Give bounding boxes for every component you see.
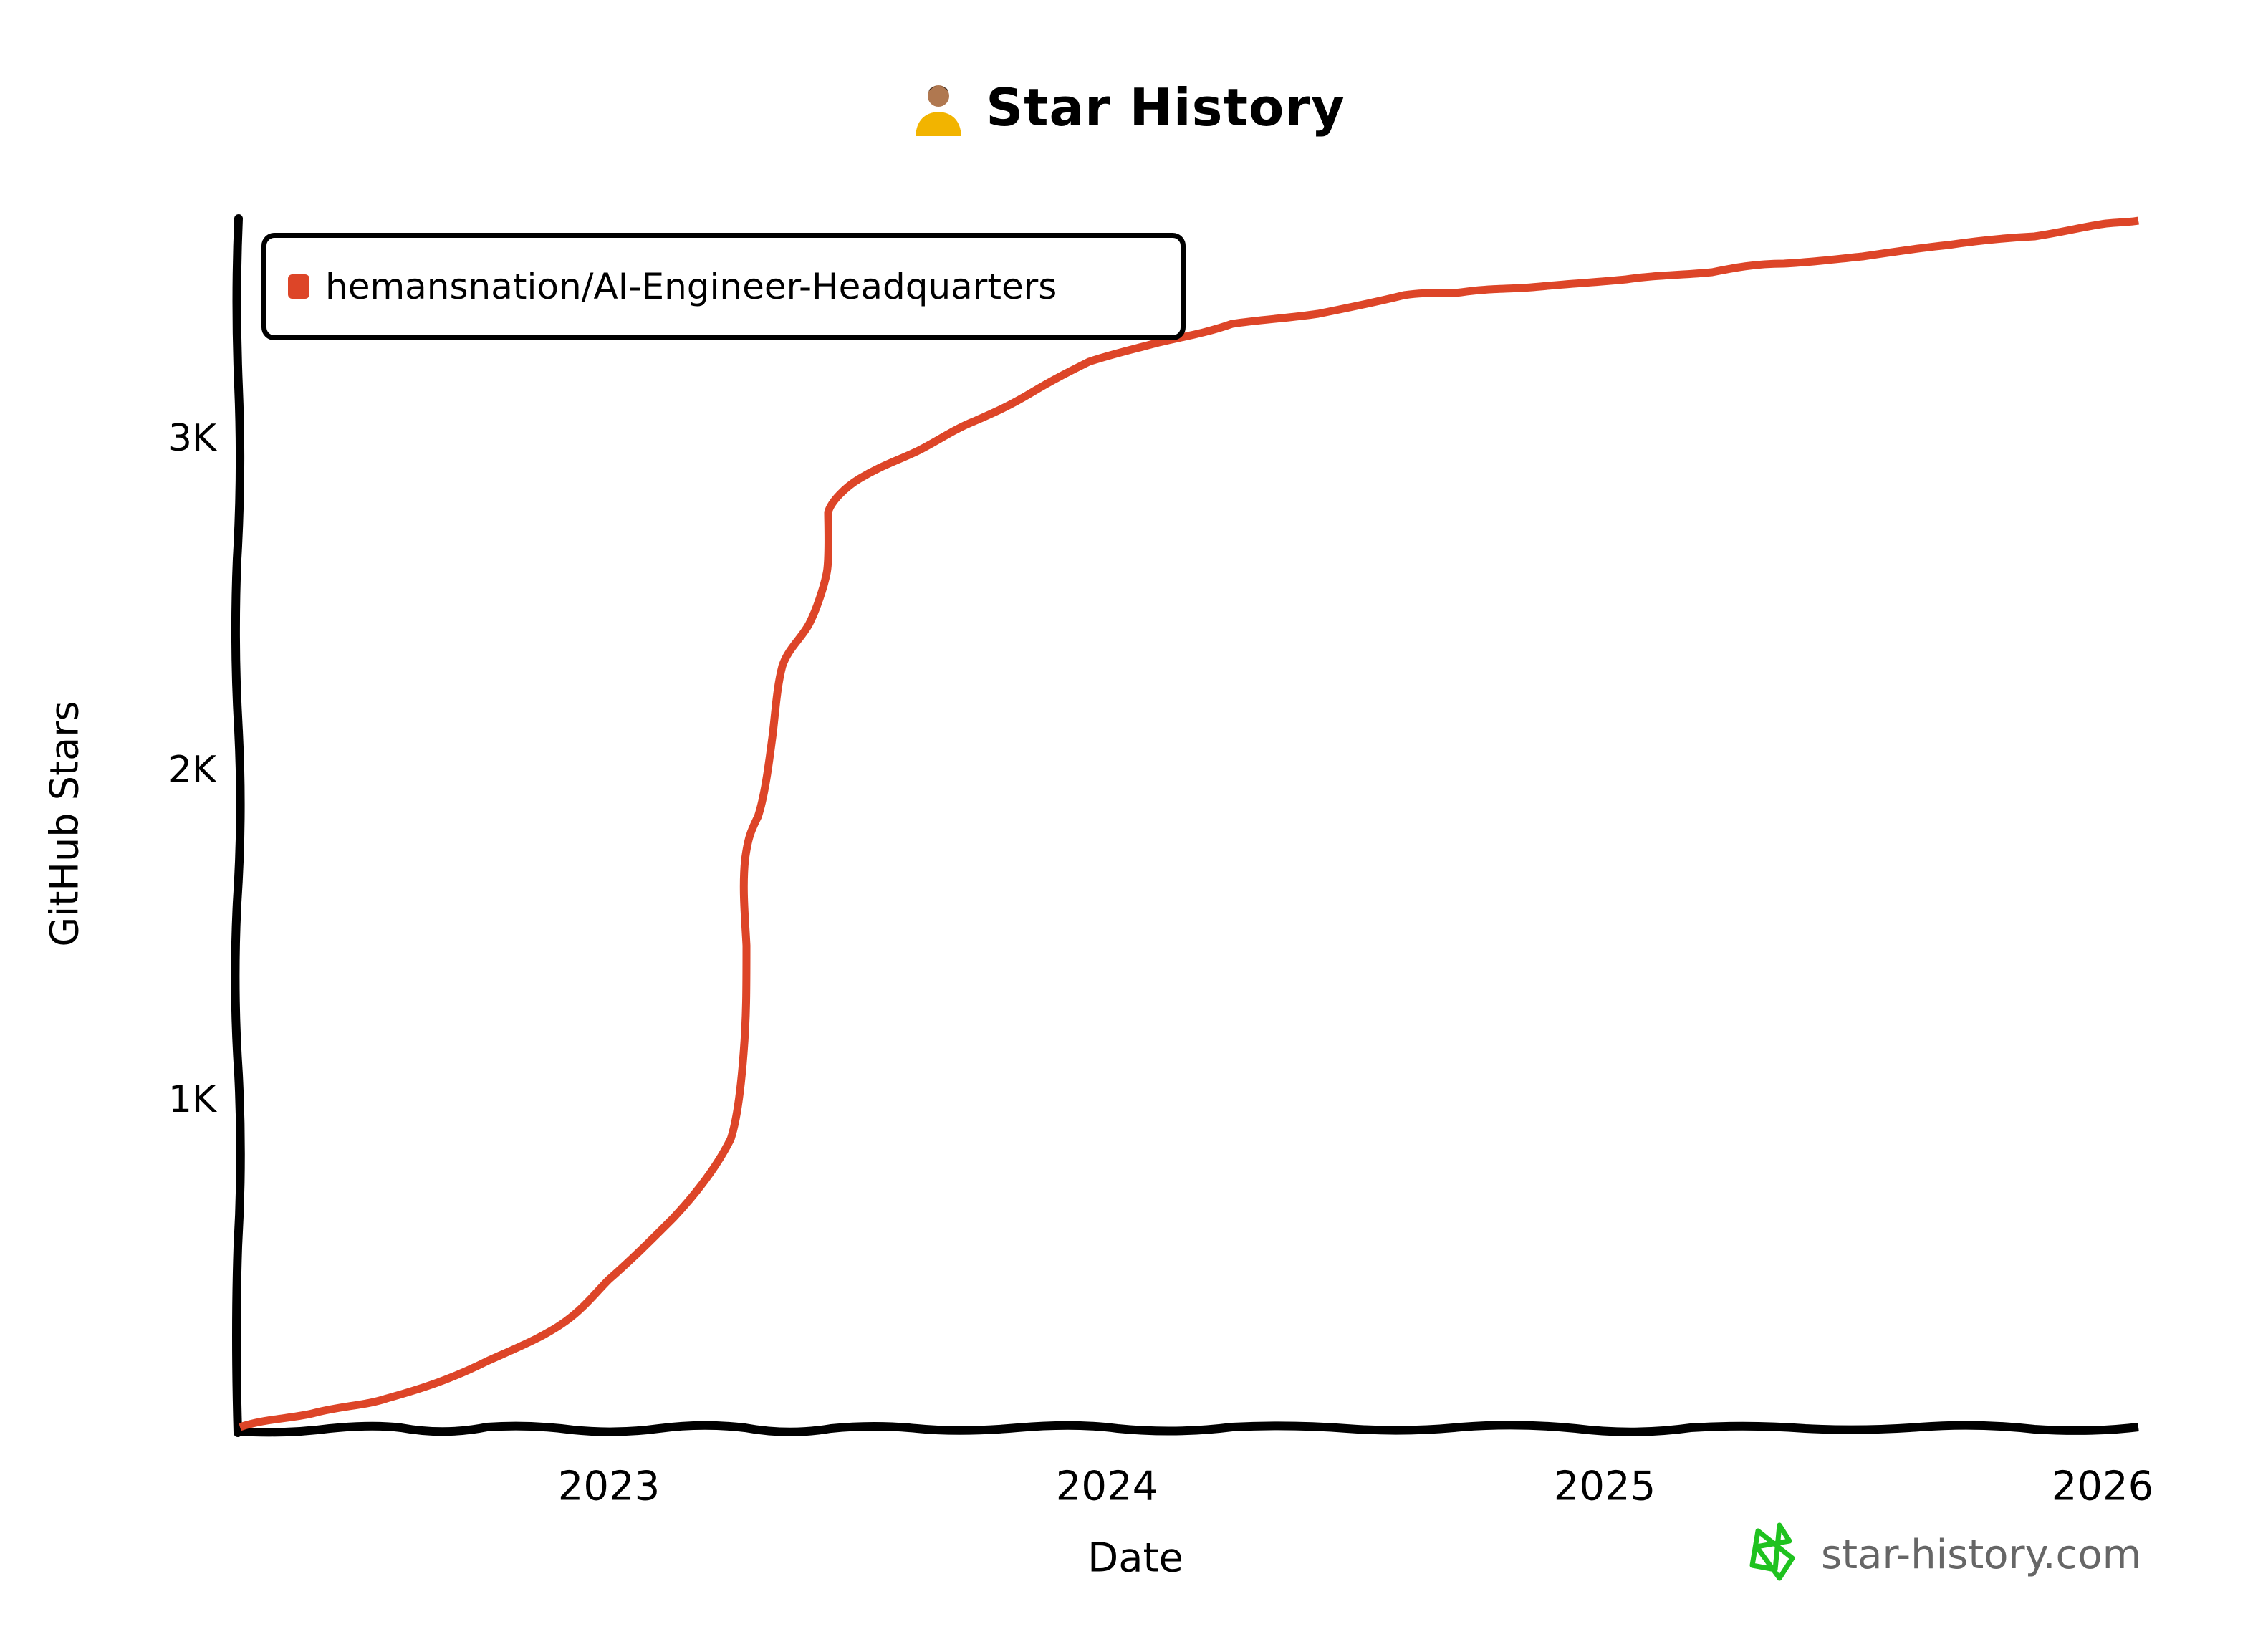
- chart-title: Star History: [986, 77, 1345, 138]
- y-tick-2k: 2K: [168, 749, 216, 792]
- y-axis-line: [231, 214, 245, 1437]
- legend-swatch: [288, 274, 309, 299]
- watermark-link[interactable]: star-history.com: [1821, 1531, 2142, 1578]
- x-tick-2025: 2025: [1553, 1463, 1656, 1510]
- star-outline-icon: [1748, 1522, 1805, 1587]
- x-axis-line: [236, 1421, 2139, 1437]
- y-tick-1k: 1K: [168, 1078, 216, 1121]
- y-axis-label: GitHub Stars: [42, 701, 87, 947]
- series-line-ai-engineer-headquarters: [239, 216, 2140, 1431]
- user-avatar-icon: [913, 79, 964, 136]
- legend-item-label: hemansnation/AI-Engineer-Headquarters: [325, 266, 1057, 307]
- y-tick-3k: 3K: [168, 417, 216, 460]
- x-tick-2023: 2023: [557, 1463, 660, 1510]
- legend: hemansnation/AI-Engineer-Headquarters: [261, 233, 1186, 340]
- x-tick-2024: 2024: [1055, 1463, 1158, 1510]
- x-tick-2026: 2026: [2051, 1463, 2154, 1510]
- x-axis-label: Date: [1087, 1535, 1183, 1582]
- watermark[interactable]: star-history.com: [1748, 1522, 2141, 1587]
- chart-header: Star History: [0, 68, 2258, 147]
